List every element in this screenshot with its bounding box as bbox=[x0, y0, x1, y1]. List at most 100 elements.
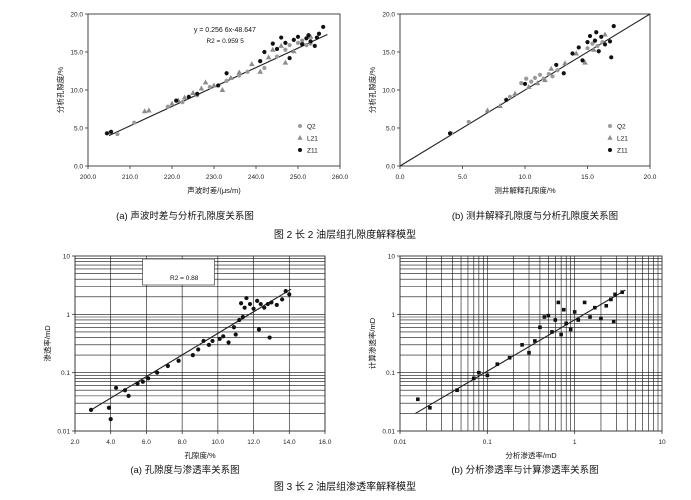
chart-2a: 200.0 210.0 220.0 230.0 240.0 250.0 260.0 0.0 5.… bbox=[0, 0, 349, 215]
r2-label: R2 = 0.88 bbox=[170, 275, 199, 282]
data-point-z11 bbox=[287, 55, 292, 61]
data-point bbox=[572, 310, 577, 314]
data-point bbox=[428, 405, 432, 410]
y-tick-label: 0.1 bbox=[61, 370, 70, 377]
data-point bbox=[582, 300, 587, 305]
data-point bbox=[226, 340, 231, 345]
data-point-q2 bbox=[295, 40, 301, 45]
data-point-z11 bbox=[316, 31, 322, 36]
data-point-z11 bbox=[258, 59, 263, 64]
data-point bbox=[262, 305, 267, 310]
data-point bbox=[564, 321, 569, 326]
data-point bbox=[190, 353, 195, 358]
chart-3a-plot: 2.0 4.0 6.0 8.0 10.0 12.0 14.0 16.0 0.01 0.1 1 10 孔隙… bbox=[42, 254, 332, 461]
x-tick-label: 0.0 bbox=[395, 174, 404, 181]
legend-marker bbox=[298, 124, 302, 128]
x-tick-label: 6.0 bbox=[142, 439, 151, 446]
x-tick-label: 230.0 bbox=[206, 174, 223, 181]
data-point-l21 bbox=[497, 102, 503, 108]
data-point-z11 bbox=[447, 131, 453, 136]
data-point bbox=[217, 336, 222, 341]
data-point bbox=[122, 388, 128, 393]
y-tick-label: 0.01 bbox=[57, 429, 70, 436]
data-point-z11 bbox=[592, 38, 598, 43]
x-tick-label: 260.0 bbox=[332, 174, 349, 181]
data-point-q2 bbox=[537, 72, 543, 77]
data-point bbox=[238, 301, 244, 306]
x-tick-label: 14.0 bbox=[283, 439, 296, 446]
data-point-z11 bbox=[279, 35, 284, 40]
data-point-z11 bbox=[304, 36, 309, 41]
data-point-l21 bbox=[525, 83, 532, 89]
r2-label: R2 = 0.959 5 bbox=[206, 38, 244, 45]
chart-2b-plot: 0.0 5.0 10.0 15.0 20.0 0.0 5.0 10.0 15.0 20.0 测井解释… bbox=[367, 12, 657, 196]
y-tick-label: 0.1 bbox=[386, 370, 395, 377]
data-point bbox=[233, 332, 238, 337]
data-point bbox=[568, 327, 573, 332]
chart-2a-plot: 200.0 210.0 220.0 230.0 240.0 250.0 260.0 0.0 5.… bbox=[55, 12, 349, 196]
data-point bbox=[561, 307, 566, 312]
y-tick-label: 1 bbox=[391, 312, 395, 319]
data-point-z11 bbox=[576, 45, 581, 50]
x-tick-label: 1 bbox=[573, 439, 577, 446]
equation-label: y = 0.256 6x-48.647 bbox=[194, 27, 256, 34]
data-point bbox=[221, 334, 226, 339]
legend-marker bbox=[608, 148, 612, 152]
data-point-l21 bbox=[548, 65, 555, 71]
fit-line bbox=[89, 288, 292, 412]
data-point-z11 bbox=[216, 83, 221, 88]
data-point bbox=[533, 339, 537, 343]
data-point bbox=[455, 388, 459, 393]
data-point-z11 bbox=[174, 98, 179, 103]
y-tick-label: 15.0 bbox=[382, 50, 395, 57]
legend-label: L21 bbox=[307, 136, 318, 143]
data-point bbox=[546, 313, 551, 318]
legend-label: Z11 bbox=[307, 148, 318, 155]
data-point bbox=[283, 289, 288, 294]
data-point-q2 bbox=[595, 43, 600, 49]
data-point bbox=[527, 350, 531, 355]
y-axis-label: 计算渗透率/mD bbox=[367, 317, 377, 369]
data-point-l21 bbox=[291, 48, 297, 54]
y-tick-label: 5.0 bbox=[386, 126, 395, 133]
data-point-q2 bbox=[180, 100, 185, 105]
data-point-q2 bbox=[262, 65, 267, 71]
x-tick-label: 12.0 bbox=[247, 439, 260, 446]
data-point bbox=[592, 305, 597, 310]
y-tick-label: 5.0 bbox=[74, 126, 83, 133]
data-point-l21 bbox=[219, 87, 226, 92]
data-point-z11 bbox=[522, 81, 528, 87]
y-tick-label: 10.0 bbox=[382, 88, 395, 95]
data-point-z11 bbox=[283, 40, 288, 45]
x-axis-label: 测井解释孔隙度/% bbox=[494, 185, 556, 195]
x-tick-label: 16.0 bbox=[319, 439, 332, 446]
data-point bbox=[258, 301, 263, 307]
data-point bbox=[280, 297, 285, 302]
data-point bbox=[244, 295, 249, 301]
legend-marker bbox=[608, 124, 612, 128]
data-point bbox=[609, 297, 613, 302]
legend-label: Q2 bbox=[617, 124, 626, 131]
plot-frame bbox=[399, 255, 663, 432]
data-point-z11 bbox=[594, 30, 599, 35]
data-point bbox=[613, 292, 617, 297]
data-point-z11 bbox=[580, 58, 585, 63]
data-point-q2 bbox=[165, 104, 170, 109]
data-point bbox=[242, 305, 247, 310]
y-axis-label: 分析孔隙度/% bbox=[55, 67, 65, 114]
data-point-l21 bbox=[534, 80, 541, 86]
data-point bbox=[265, 301, 270, 307]
y-tick-label: 0.01 bbox=[382, 429, 395, 436]
legend-label: Z11 bbox=[617, 148, 628, 155]
data-point-l21 bbox=[582, 59, 588, 65]
y-axis-label: 分析孔隙度/% bbox=[367, 67, 377, 114]
subcaption-2a: (a) 声波时差与分析孔隙度关系图 bbox=[116, 211, 254, 222]
data-point-q2 bbox=[507, 94, 513, 99]
data-point bbox=[255, 298, 260, 303]
data-point bbox=[472, 376, 476, 381]
data-point-z11 bbox=[300, 42, 305, 47]
y-tick-label: 20.0 bbox=[382, 12, 395, 19]
y-tick-label: 20.0 bbox=[70, 12, 83, 19]
data-point bbox=[240, 314, 245, 320]
data-point-z11 bbox=[570, 51, 575, 56]
